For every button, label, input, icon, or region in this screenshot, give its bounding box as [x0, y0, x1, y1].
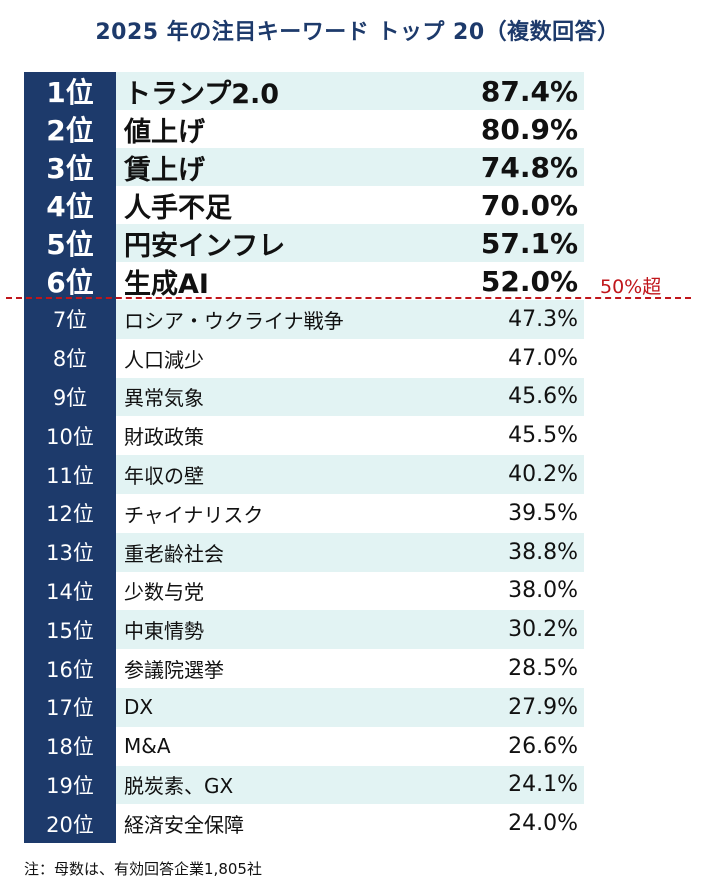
- rank-cell: 9位: [24, 377, 116, 417]
- keyword-cell: チャイナリスク: [124, 502, 264, 527]
- table-row: 4位 人手不足 70.0%: [24, 186, 584, 224]
- keyword-cell: トランプ2.0: [116, 72, 454, 110]
- footnote: 注：母数は、有効回答企業1,805社: [24, 860, 262, 878]
- rank-cell: 20位: [24, 804, 116, 844]
- table-row: 18位 M&A 26.6%: [24, 726, 584, 766]
- percent-cell: 39.5%: [508, 500, 578, 526]
- percent-cell: 38.8%: [454, 532, 584, 572]
- keyword-cell: 円安インフレ: [116, 224, 454, 262]
- rank-cell: 12位: [24, 493, 116, 533]
- table-row: 16位 参議院選挙 28.5%: [24, 649, 584, 688]
- rank-cell: 1位: [24, 72, 116, 110]
- rank-cell: 15位: [24, 610, 116, 650]
- rank-cell: 8位: [24, 338, 116, 378]
- rank-cell: 5位: [24, 224, 116, 262]
- rank-cell: 19位: [24, 765, 116, 805]
- percent-cell: 24.0%: [508, 811, 578, 837]
- percent-cell: 47.3%: [454, 300, 584, 339]
- table-row: 8位 人口減少 47.0%: [24, 338, 584, 378]
- table-row: 2位 値上げ 80.9%: [24, 110, 584, 148]
- table-row: 1位 トランプ2.0 87.4%: [24, 72, 584, 110]
- keyword-cell: 財政政策: [124, 425, 204, 450]
- keyword-cell: 脱炭素、GX: [116, 765, 454, 805]
- keyword-cell: 年収の壁: [116, 455, 454, 494]
- percent-cell: 47.0%: [508, 345, 578, 371]
- percent-cell: 28.5%: [508, 656, 578, 682]
- rank-cell: 6位: [24, 262, 116, 300]
- percent-cell: 70.0%: [480, 188, 578, 222]
- keyword-cell: 人手不足: [124, 192, 232, 224]
- percent-cell: 45.5%: [508, 423, 578, 449]
- rank-cell: 18位: [24, 726, 116, 766]
- keyword-cell: 生成AI: [124, 268, 209, 300]
- percent-cell: 87.4%: [454, 72, 584, 110]
- keyword-cell: 賃上げ: [116, 148, 454, 186]
- percent-cell: 38.0%: [508, 578, 578, 604]
- rank-cell: 10位: [24, 416, 116, 456]
- percent-cell: 30.2%: [454, 610, 584, 650]
- percent-cell: 40.2%: [454, 455, 584, 494]
- rank-cell: 4位: [24, 186, 116, 224]
- percent-cell: 52.0%: [480, 264, 578, 298]
- keyword-cell: 重老齢社会: [116, 532, 454, 572]
- keyword-cell: 中東情勢: [116, 610, 454, 650]
- keyword-cell: 少数与党: [124, 580, 204, 605]
- threshold-line: [6, 297, 691, 299]
- keyword-cell: 異常気象: [116, 377, 454, 417]
- rank-cell: 13位: [24, 532, 116, 572]
- table-row: 6位 生成AI 52.0%: [24, 262, 584, 300]
- table-row: 20位 経済安全保障 24.0%: [24, 804, 584, 844]
- keyword-cell: 参議院選挙: [124, 658, 224, 683]
- rank-cell: 17位: [24, 687, 116, 727]
- table-row: 5位 円安インフレ 57.1%: [24, 224, 584, 262]
- rank-cell: 3位: [24, 148, 116, 186]
- table-row: 14位 少数与党 38.0%: [24, 571, 584, 611]
- table-row: 19位 脱炭素、GX 24.1%: [24, 765, 584, 805]
- chart-title: 2025 年の注目キーワード トップ 20（複数回答）: [95, 20, 620, 45]
- table-row: 15位 中東情勢 30.2%: [24, 610, 584, 650]
- keyword-cell: 経済安全保障: [124, 813, 244, 838]
- table-row: 10位 財政政策 45.5%: [24, 416, 584, 456]
- keyword-cell: ロシア・ウクライナ戦争: [116, 300, 454, 339]
- rank-cell: 2位: [24, 110, 116, 148]
- table-row: 9位 異常気象 45.6%: [24, 377, 584, 417]
- rank-cell: 16位: [24, 649, 116, 688]
- keyword-table: 1位 トランプ2.0 87.4% 2位 値上げ 80.9% 3位 賃上げ 74.8% 4位 人手不足…: [24, 72, 584, 844]
- table-row: 17位 DX 27.9%: [24, 687, 584, 727]
- rank-cell: 7位: [24, 300, 116, 339]
- table-row: 11位 年収の壁 40.2%: [24, 455, 584, 494]
- keyword-cell: 値上げ: [124, 116, 205, 148]
- percent-cell: 74.8%: [454, 148, 584, 186]
- rank-cell: 11位: [24, 455, 116, 494]
- keyword-cell: M&A: [124, 734, 171, 759]
- percent-cell: 26.6%: [508, 733, 578, 759]
- table-row: 7位 ロシア・ウクライナ戦争 47.3%: [24, 300, 584, 339]
- table-row: 3位 賃上げ 74.8%: [24, 148, 584, 186]
- table-row: 12位 チャイナリスク 39.5%: [24, 493, 584, 533]
- keyword-cell: 人口減少: [124, 347, 204, 372]
- percent-cell: 45.6%: [454, 377, 584, 417]
- percent-cell: 27.9%: [454, 687, 584, 727]
- percent-cell: 24.1%: [454, 765, 584, 805]
- threshold-label: 50%超: [600, 276, 662, 298]
- percent-cell: 80.9%: [480, 112, 578, 146]
- table-row: 13位 重老齢社会 38.8%: [24, 532, 584, 572]
- percent-cell: 57.1%: [454, 224, 584, 262]
- rank-cell: 14位: [24, 571, 116, 611]
- keyword-cell: DX: [116, 687, 454, 727]
